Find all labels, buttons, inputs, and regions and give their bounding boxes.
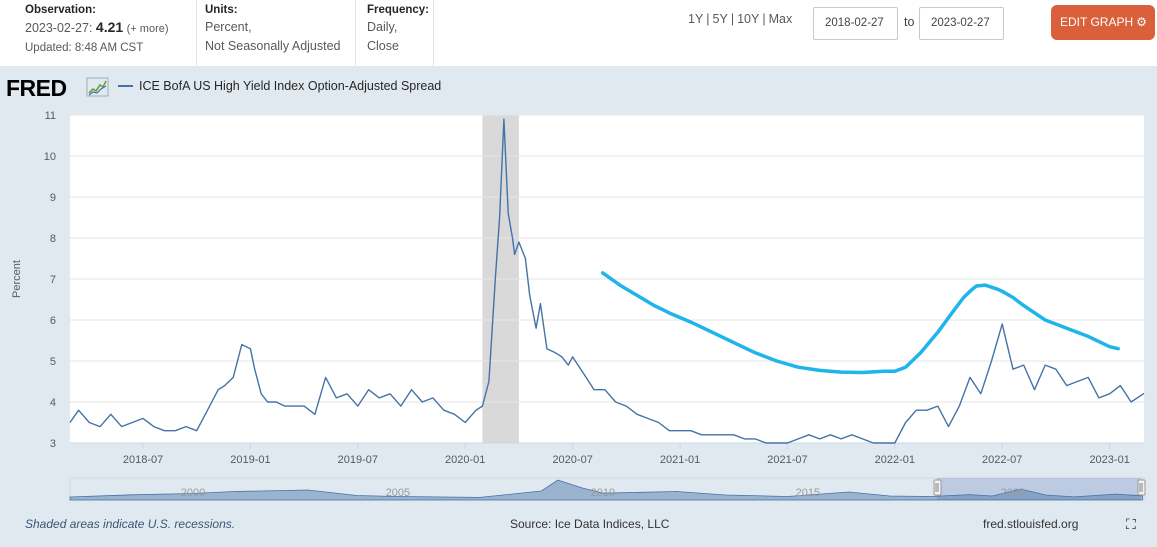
series-line-overlay-curve — [600, 271, 1120, 375]
y-tick-label: 3 — [50, 438, 56, 450]
x-tick-label: 2022-01 — [875, 454, 915, 466]
divider — [196, 0, 197, 66]
toolbar: Observation: 2023-02-27: 4.21 (+ more) U… — [0, 0, 1157, 66]
y-tick-label: 9 — [50, 192, 56, 204]
y-tick-label: 5 — [50, 356, 56, 368]
observation-line: 2023-02-27: 4.21 (+ more) — [25, 18, 169, 39]
divider — [355, 0, 356, 66]
range-max[interactable]: Max — [768, 12, 793, 26]
x-tick-label: 2021-01 — [660, 454, 700, 466]
navigator-year-label: 2015 — [796, 487, 820, 499]
x-tick-label: 2019-07 — [338, 454, 378, 466]
fred-logo[interactable]: FRED — [6, 75, 67, 101]
recession-note: Shaded areas indicate U.S. recessions. — [25, 517, 236, 531]
x-tick-label: 2020-07 — [552, 454, 592, 466]
units-block: Units: Percent, Not Seasonally Adjusted — [197, 3, 349, 65]
fullscreen-icon[interactable]: ⛶ — [1126, 516, 1136, 532]
range-1y[interactable]: 1Y — [688, 12, 704, 26]
series-line-hy-oas — [69, 118, 1145, 444]
edit-graph-button[interactable]: EDIT GRAPH ⚙ — [1051, 5, 1155, 40]
y-tick-label: 10 — [44, 151, 56, 163]
source-text: Source: Ice Data Indices, LLC — [510, 517, 670, 531]
date-from-input[interactable]: 2018-02-27 — [813, 7, 898, 40]
x-tick-label: 2021-07 — [767, 454, 807, 466]
date-to-input[interactable]: 2023-02-27 — [919, 7, 1004, 40]
y-tick-label: 11 — [45, 110, 56, 122]
navigator-year-label: 2000 — [181, 487, 205, 499]
observation-value: 4.21 — [95, 19, 124, 35]
fred-url-link[interactable]: fred.stlouisfed.org — [983, 517, 1079, 531]
updated-time: Updated: 8:48 AM CST — [25, 42, 144, 54]
units-line2: Not Seasonally Adjusted — [205, 39, 341, 53]
y-tick-label: 8 — [50, 233, 56, 245]
observation-date: 2023-02-27: — [25, 21, 93, 35]
edit-graph-label: EDIT GRAPH — [1060, 15, 1134, 29]
y-tick-label: 6 — [50, 315, 56, 327]
legend-swatch — [118, 84, 133, 87]
frequency-block: Frequency: Daily, Close — [359, 3, 437, 65]
observation-label: Observation: — [25, 4, 96, 16]
legend-title: ICE BofA US High Yield Index Option-Adju… — [139, 79, 442, 93]
frequency-label: Frequency: — [367, 4, 429, 16]
range-selector: 1Y | 5Y | 10Y | Max — [688, 12, 793, 26]
y-tick-label: 4 — [50, 397, 56, 409]
gear-icon: ⚙ — [1136, 15, 1147, 29]
y-axis-title: Percent — [11, 260, 23, 298]
units-line1: Percent, — [205, 20, 252, 34]
observation-block: Observation: 2023-02-27: 4.21 (+ more) U… — [17, 3, 177, 65]
to-label: to — [904, 15, 915, 29]
x-tick-label: 2023-01 — [1089, 454, 1129, 466]
navigator-selection — [937, 478, 1141, 500]
navigator-year-label: 2010 — [591, 487, 615, 499]
navigator-handle-left[interactable] — [933, 479, 942, 496]
navigator-area — [69, 479, 1143, 501]
frequency-line2: Close — [367, 39, 399, 53]
x-tick-label: 2019-01 — [230, 454, 270, 466]
units-label: Units: — [205, 4, 238, 16]
chart-legend: ICE BofA US High Yield Index Option-Adju… — [118, 79, 441, 93]
observation-more-link[interactable]: (+ more) — [126, 23, 169, 35]
navigator-year-label: 2005 — [386, 487, 410, 499]
divider — [433, 0, 434, 66]
navigator-handle-right[interactable] — [1137, 479, 1146, 496]
x-tick-label: 2018-07 — [123, 454, 163, 466]
fred-logo-chart-icon — [86, 77, 109, 97]
frequency-line1: Daily, — [367, 20, 398, 34]
navigator-year-label: 2020 — [1001, 487, 1025, 499]
x-tick-label: 2022-07 — [982, 454, 1022, 466]
x-tick-label: 2020-01 — [445, 454, 485, 466]
range-5y[interactable]: 5Y — [712, 12, 728, 26]
range-10y[interactable]: 10Y — [737, 12, 760, 26]
y-tick-label: 7 — [50, 274, 56, 286]
